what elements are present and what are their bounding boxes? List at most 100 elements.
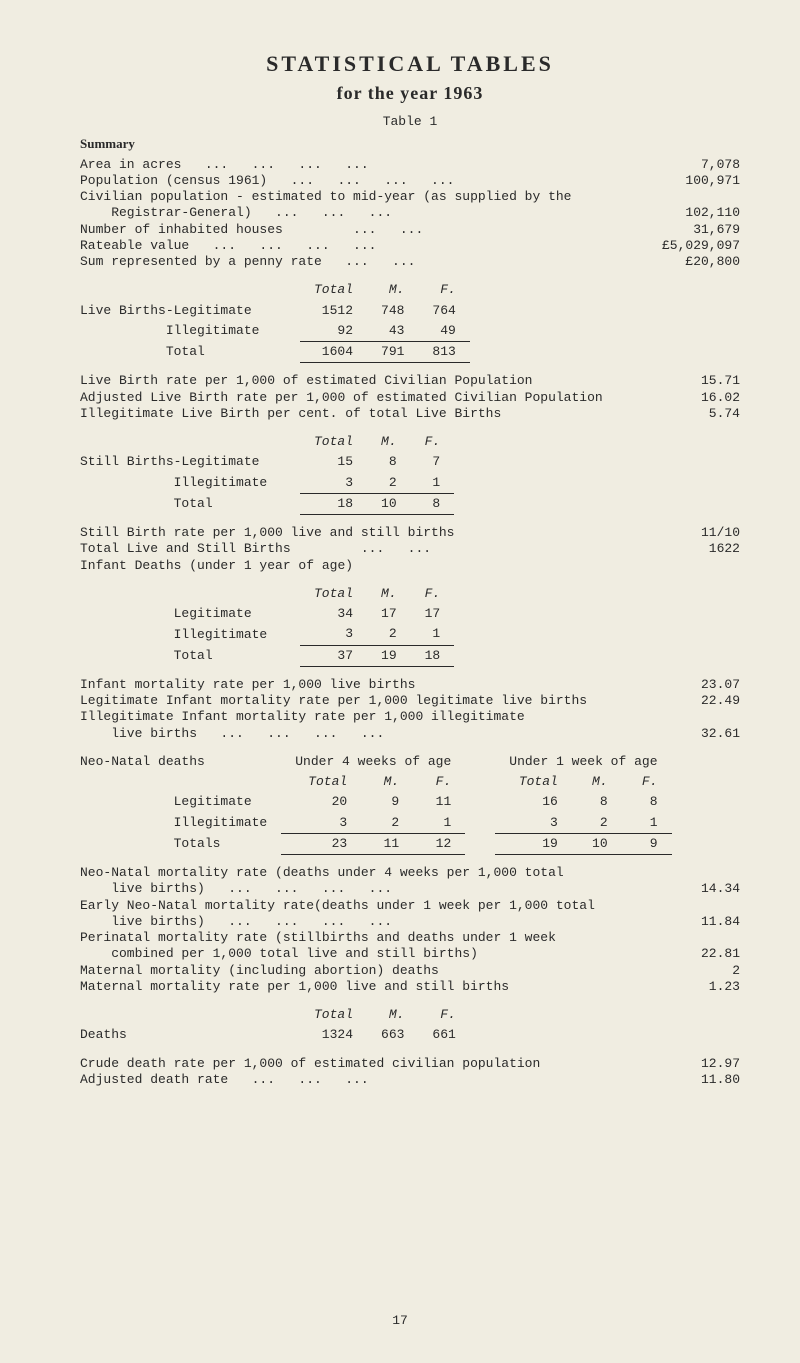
neo-mortality-block: Neo-Natal mortality rate (deaths under 4… (80, 865, 740, 995)
spacer (465, 813, 495, 834)
cell: 748 (367, 301, 418, 321)
cell: 15 (300, 452, 367, 472)
cell: 1324 (300, 1025, 367, 1045)
kv-label: Illegitimate Infant mortality rate per 1… (80, 709, 630, 725)
cell: 1 (411, 624, 455, 645)
kv-label: Legitimate Infant mortality rate per 1,0… (80, 693, 630, 709)
cell: 1604 (300, 342, 367, 363)
cell: 16 (495, 792, 572, 812)
kv-value: 14.34 (630, 881, 740, 897)
row-label: Legitimate (80, 792, 281, 812)
kv-label: Population (census 1961) ... ... ... ... (80, 173, 630, 189)
col-header: M. (572, 772, 622, 792)
spacer (465, 833, 495, 854)
cell: 43 (367, 321, 418, 342)
kv-value: 11.80 (630, 1072, 740, 1088)
kv-label: Illegitimate Live Birth per cent. of tot… (80, 406, 630, 422)
row-label: Total (80, 645, 300, 666)
kv-value (630, 709, 740, 725)
col-header: F. (622, 772, 672, 792)
kv-value: 23.07 (630, 677, 740, 693)
deaths-table: TotalM.F.Deaths1324663661 (80, 1005, 470, 1046)
kv-row: Rateable value ... ... ... ...£5,029,097 (80, 238, 740, 254)
kv-label: Civilian population - estimated to mid-y… (80, 189, 630, 205)
kv-label: live births) ... ... ... ... (80, 881, 630, 897)
col-header: M. (367, 584, 411, 604)
col-header: Total (300, 584, 367, 604)
cell: 1 (622, 813, 672, 834)
cell: 8 (572, 792, 622, 812)
col-header: M. (361, 772, 413, 792)
birth-rates-block: Live Birth rate per 1,000 of estimated C… (80, 373, 740, 422)
row-label: Legitimate (80, 604, 300, 624)
kv-label: Number of inhabited houses ... ... (80, 222, 630, 238)
kv-row: Early Neo-Natal mortality rate(deaths un… (80, 898, 740, 914)
cell: 9 (622, 833, 672, 854)
kv-row: Registrar-General) ... ... ...102,110 (80, 205, 740, 221)
col-header: F. (418, 280, 469, 300)
kv-row: Neo-Natal mortality rate (deaths under 4… (80, 865, 740, 881)
table-row: Deaths1324663661 (80, 1025, 470, 1045)
kv-label: Still Birth rate per 1,000 live and stil… (80, 525, 630, 541)
cell: 1 (413, 813, 465, 834)
table-caption: Table 1 (80, 114, 740, 130)
row-label: Totals (80, 833, 281, 854)
kv-label: Rateable value ... ... ... ... (80, 238, 630, 254)
cell: 7 (411, 452, 455, 472)
col-header: F. (411, 432, 455, 452)
row-label: Illegitimate (80, 473, 300, 494)
kv-label: Area in acres ... ... ... ... (80, 157, 630, 173)
kv-value: 22.81 (630, 946, 740, 962)
kv-value: 32.61 (630, 726, 740, 742)
death-rates-block: Crude death rate per 1,000 of estimated … (80, 1056, 740, 1089)
cell: 8 (367, 452, 411, 472)
kv-row: Legitimate Infant mortality rate per 1,0… (80, 693, 740, 709)
cell: 18 (411, 645, 455, 666)
cell: 92 (300, 321, 367, 342)
kv-value: 16.02 (630, 390, 740, 406)
cell: 9 (361, 792, 413, 812)
kv-label: Perinatal mortality rate (stillbirths an… (80, 930, 630, 946)
kv-label: Adjusted death rate ... ... ... (80, 1072, 630, 1088)
cell: 764 (418, 301, 469, 321)
col-header: F. (413, 772, 465, 792)
kv-value (630, 898, 740, 914)
cell: 663 (367, 1025, 418, 1045)
kv-value: 11.84 (630, 914, 740, 930)
cell: 18 (300, 493, 367, 514)
row-label: Total (80, 342, 300, 363)
summary-block: Area in acres ... ... ... ...7,078Popula… (80, 157, 740, 271)
col-header: Total (281, 772, 361, 792)
kv-label: live births) ... ... ... ... (80, 914, 630, 930)
kv-label: Early Neo-Natal mortality rate(deaths un… (80, 898, 630, 914)
cell: 8 (622, 792, 672, 812)
kv-value: 15.71 (630, 373, 740, 389)
cell: 2 (361, 813, 413, 834)
col-header: Total (300, 280, 367, 300)
table-row: Live Births-Legitimate1512748764 (80, 301, 470, 321)
kv-value: 102,110 (630, 205, 740, 221)
row-label: Illegitimate (80, 624, 300, 645)
kv-label: Live Birth rate per 1,000 of estimated C… (80, 373, 630, 389)
kv-row: Population (census 1961) ... ... ... ...… (80, 173, 740, 189)
kv-value: 7,078 (630, 157, 740, 173)
cell: 3 (300, 473, 367, 494)
kv-value: 1622 (630, 541, 740, 557)
spacer (465, 752, 495, 772)
cell: 8 (411, 493, 455, 514)
table-row: Illegitimate321321 (80, 813, 672, 834)
cell: 11 (361, 833, 413, 854)
kv-value: 11/10 (630, 525, 740, 541)
col-header: M. (367, 1005, 418, 1025)
col-header (80, 584, 300, 604)
row-label: Illegitimate (80, 321, 300, 342)
col-header: F. (411, 584, 455, 604)
kv-row: Infant mortality rate per 1,000 live bir… (80, 677, 740, 693)
kv-row: Adjusted death rate ... ... ...11.80 (80, 1072, 740, 1088)
kv-row: live births ... ... ... ...32.61 (80, 726, 740, 742)
page-number: 17 (0, 1313, 800, 1329)
cell: 34 (300, 604, 367, 624)
still-births-table: TotalM.F.Still Births-Legitimate1587 Ill… (80, 432, 454, 515)
kv-value: 12.97 (630, 1056, 740, 1072)
neo-natal-table: Neo-Natal deathsUnder 4 weeks of ageUnde… (80, 752, 672, 855)
